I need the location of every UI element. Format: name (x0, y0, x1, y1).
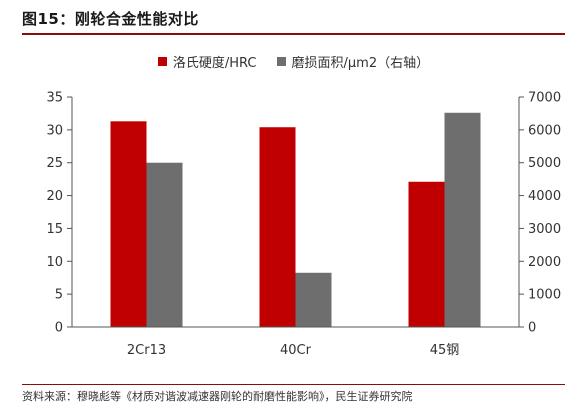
left-tick-label: 15 (46, 222, 63, 237)
left-tick-label: 20 (46, 189, 63, 204)
right-tick-label: 3000 (528, 222, 561, 237)
bar-hardness (110, 121, 147, 327)
right-tick-label: 0 (528, 321, 536, 336)
title-underline (22, 33, 565, 35)
legend-swatch-hardness (157, 57, 167, 66)
bar-wear-area (444, 112, 481, 328)
right-tick-label: 1000 (528, 288, 561, 303)
right-tick-label: 2000 (528, 255, 561, 270)
legend-swatch-wear-area (276, 57, 286, 66)
category-label: 2Cr13 (127, 343, 166, 358)
legend-item-hardness: 洛氏硬度/HRC (157, 52, 257, 71)
left-tick-label: 10 (46, 255, 63, 270)
legend-label-wear-area: 磨损面积/μm2（右轴） (291, 56, 430, 71)
right-tick-label: 6000 (528, 123, 561, 138)
left-tick-label: 25 (46, 156, 63, 171)
left-tick-label: 30 (46, 123, 63, 138)
figure-title: 图15：刚轮合金性能对比 (22, 10, 199, 28)
right-tick-label: 7000 (528, 91, 561, 106)
bar-hardness (259, 127, 296, 327)
category-label: 45钢 (430, 343, 460, 358)
chart-legend: 洛氏硬度/HRC 磨损面积/μm2（右轴） (0, 52, 587, 71)
bar-hardness (408, 181, 445, 327)
source-divider (22, 384, 565, 385)
legend-item-wear-area: 磨损面积/μm2（右轴） (276, 52, 430, 71)
category-label: 40Cr (280, 343, 312, 358)
left-tick-label: 0 (55, 321, 63, 336)
legend-label-hardness: 洛氏硬度/HRC (172, 56, 257, 71)
right-tick-label: 5000 (528, 156, 561, 171)
bar-wear-area (295, 272, 332, 327)
bar-wear-area (146, 162, 183, 327)
left-tick-label: 5 (55, 288, 63, 303)
left-tick-label: 35 (46, 91, 63, 106)
source-note: 资料来源：穆晓彪等《材质对谐波减速器刚轮的耐磨性能影响》，民生证券研究院 (22, 390, 413, 403)
right-tick-label: 4000 (528, 189, 561, 204)
